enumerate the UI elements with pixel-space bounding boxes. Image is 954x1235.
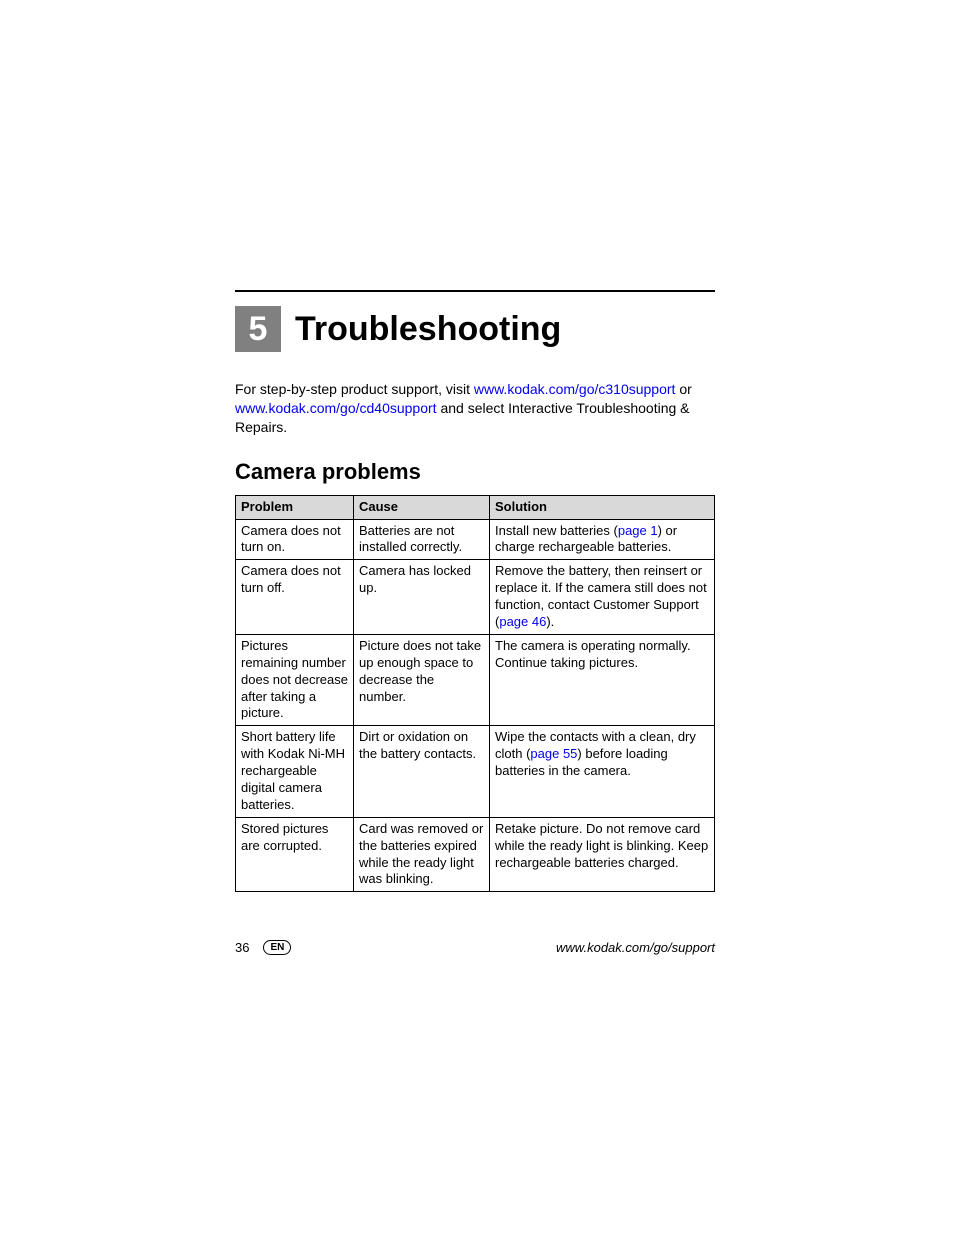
page-ref-link[interactable]: page 1: [618, 523, 658, 538]
page-ref-link[interactable]: page 46: [499, 614, 546, 629]
table-row: Camera does not turn on. Batteries are n…: [236, 519, 715, 560]
page-content: 5 Troubleshooting For step-by-step produ…: [235, 290, 715, 892]
intro-text-before: For step-by-step product support, visit: [235, 381, 474, 397]
support-link-cd40[interactable]: www.kodak.com/go/cd40support: [235, 400, 437, 416]
intro-text-between: or: [675, 381, 691, 397]
top-rule: [235, 290, 715, 292]
cell-problem: Stored pictures are corrupted.: [236, 817, 354, 892]
chapter-number: 5: [249, 312, 268, 346]
cell-solution: Remove the battery, then reinsert or rep…: [490, 560, 715, 635]
support-link-c310[interactable]: www.kodak.com/go/c310support: [474, 381, 676, 397]
table-row: Pictures remaining number does not decre…: [236, 634, 715, 725]
cell-problem: Pictures remaining number does not decre…: [236, 634, 354, 725]
table-row: Short battery life with Kodak Ni-MH rech…: [236, 726, 715, 817]
table-row: Camera does not turn off. Camera has loc…: [236, 560, 715, 635]
cell-problem: Short battery life with Kodak Ni-MH rech…: [236, 726, 354, 817]
header-problem: Problem: [236, 495, 354, 519]
chapter-number-box: 5: [235, 306, 281, 352]
page-ref-link[interactable]: page 55: [530, 746, 577, 761]
table-header-row: Problem Cause Solution: [236, 495, 715, 519]
cell-cause: Dirt or oxidation on the battery contact…: [354, 726, 490, 817]
page-number: 36: [235, 940, 249, 955]
page-footer: 36 EN www.kodak.com/go/support: [235, 940, 715, 955]
cell-problem: Camera does not turn off.: [236, 560, 354, 635]
header-solution: Solution: [490, 495, 715, 519]
chapter-title: Troubleshooting: [295, 312, 561, 346]
cell-solution: Install new batteries (page 1) or charge…: [490, 519, 715, 560]
cell-solution: Retake picture. Do not remove card while…: [490, 817, 715, 892]
cell-cause: Camera has locked up.: [354, 560, 490, 635]
intro-paragraph: For step-by-step product support, visit …: [235, 380, 715, 437]
cell-cause: Batteries are not installed correctly.: [354, 519, 490, 560]
cell-solution: Wipe the contacts with a clean, dry clot…: [490, 726, 715, 817]
troubleshooting-table: Problem Cause Solution Camera does not t…: [235, 495, 715, 893]
section-title: Camera problems: [235, 459, 715, 485]
chapter-heading: 5 Troubleshooting: [235, 306, 715, 352]
cell-cause: Card was removed or the batteries expire…: [354, 817, 490, 892]
language-badge: EN: [263, 940, 291, 955]
cell-cause: Picture does not take up enough space to…: [354, 634, 490, 725]
header-cause: Cause: [354, 495, 490, 519]
table-row: Stored pictures are corrupted. Card was …: [236, 817, 715, 892]
cell-solution: The camera is operating normally. Contin…: [490, 634, 715, 725]
footer-url: www.kodak.com/go/support: [556, 940, 715, 955]
cell-problem: Camera does not turn on.: [236, 519, 354, 560]
